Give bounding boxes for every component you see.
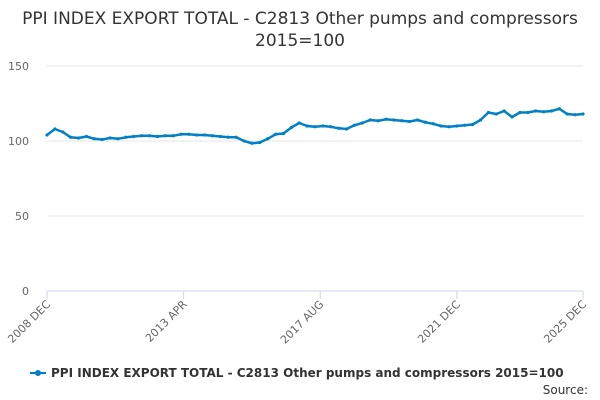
data-point (281, 131, 286, 136)
data-point (84, 134, 89, 139)
data-point (352, 123, 357, 127)
data-point (494, 112, 498, 116)
data-point (455, 124, 459, 128)
data-point (581, 112, 585, 116)
data-point (447, 125, 451, 129)
chart-title: PPI INDEX EXPORT TOTAL - C2813 Other pum… (22, 9, 578, 51)
data-point (526, 110, 530, 115)
data-point (502, 109, 506, 113)
x-tick-label: 2008 DEC (5, 298, 53, 346)
data-point (541, 110, 546, 114)
data-point (273, 132, 278, 136)
data-point (203, 133, 207, 137)
y-tick-label: 50 (15, 210, 29, 223)
data-point (218, 134, 223, 139)
data-point (407, 119, 412, 124)
data-point (518, 110, 522, 115)
data-point (344, 127, 349, 131)
data-point (132, 134, 136, 139)
data-point (368, 118, 372, 122)
legend-line-marker-icon (30, 368, 46, 378)
data-point (53, 127, 57, 131)
data-point (565, 112, 569, 116)
data-point (573, 113, 577, 117)
x-tick-label: 2021 DEC (415, 298, 463, 346)
data-point (431, 122, 435, 126)
data-point (171, 134, 175, 138)
data-point (76, 136, 81, 140)
y-tick-label: 150 (8, 60, 29, 73)
data-point (100, 137, 104, 142)
data-point (486, 110, 491, 115)
data-point (179, 132, 183, 136)
data-point (155, 134, 159, 139)
data-point (321, 124, 325, 128)
data-point (195, 133, 199, 137)
data-point (266, 137, 270, 141)
data-point (313, 125, 317, 129)
data-point (463, 123, 467, 127)
data-point (376, 119, 380, 123)
data-point (250, 141, 254, 145)
x-tick-label: 2013 APR (143, 298, 190, 345)
data-point (61, 130, 65, 134)
data-point (510, 115, 514, 119)
data-point (139, 134, 144, 138)
data-point (92, 137, 96, 141)
source-label: Source: (542, 383, 588, 397)
data-point (226, 135, 230, 139)
data-point (108, 136, 112, 140)
data-point (305, 124, 309, 128)
x-tick-label: 2017 AUG (278, 298, 327, 347)
data-point (329, 125, 333, 129)
data-point (69, 135, 73, 139)
data-point (392, 118, 396, 122)
legend-item[interactable]: PPI INDEX EXPORT TOTAL - C2813 Other pum… (30, 366, 564, 380)
data-point (187, 132, 191, 136)
legend-label: PPI INDEX EXPORT TOTAL - C2813 Other pum… (51, 366, 564, 380)
data-point (415, 118, 420, 122)
x-tick-label: 2025 DEC (541, 298, 589, 346)
data-point (478, 118, 483, 122)
data-point (423, 120, 427, 124)
data-point (116, 137, 120, 141)
data-point (289, 125, 293, 130)
data-point (557, 107, 561, 111)
data-point (163, 134, 167, 138)
data-point (534, 109, 538, 113)
data-point (471, 122, 475, 127)
data-point (124, 135, 128, 139)
data-point (242, 139, 246, 143)
data-point (384, 117, 388, 121)
data-point (234, 135, 238, 139)
data-point (45, 133, 49, 137)
data-point (360, 121, 364, 125)
data-point (549, 109, 554, 113)
data-point (147, 134, 152, 138)
data-point (258, 140, 262, 145)
y-tick-label: 100 (8, 135, 29, 148)
data-point (210, 134, 215, 138)
data-point (337, 126, 341, 130)
data-point (439, 124, 443, 128)
data-point (400, 119, 404, 123)
data-point (297, 121, 301, 125)
y-tick-label: 0 (22, 285, 29, 298)
